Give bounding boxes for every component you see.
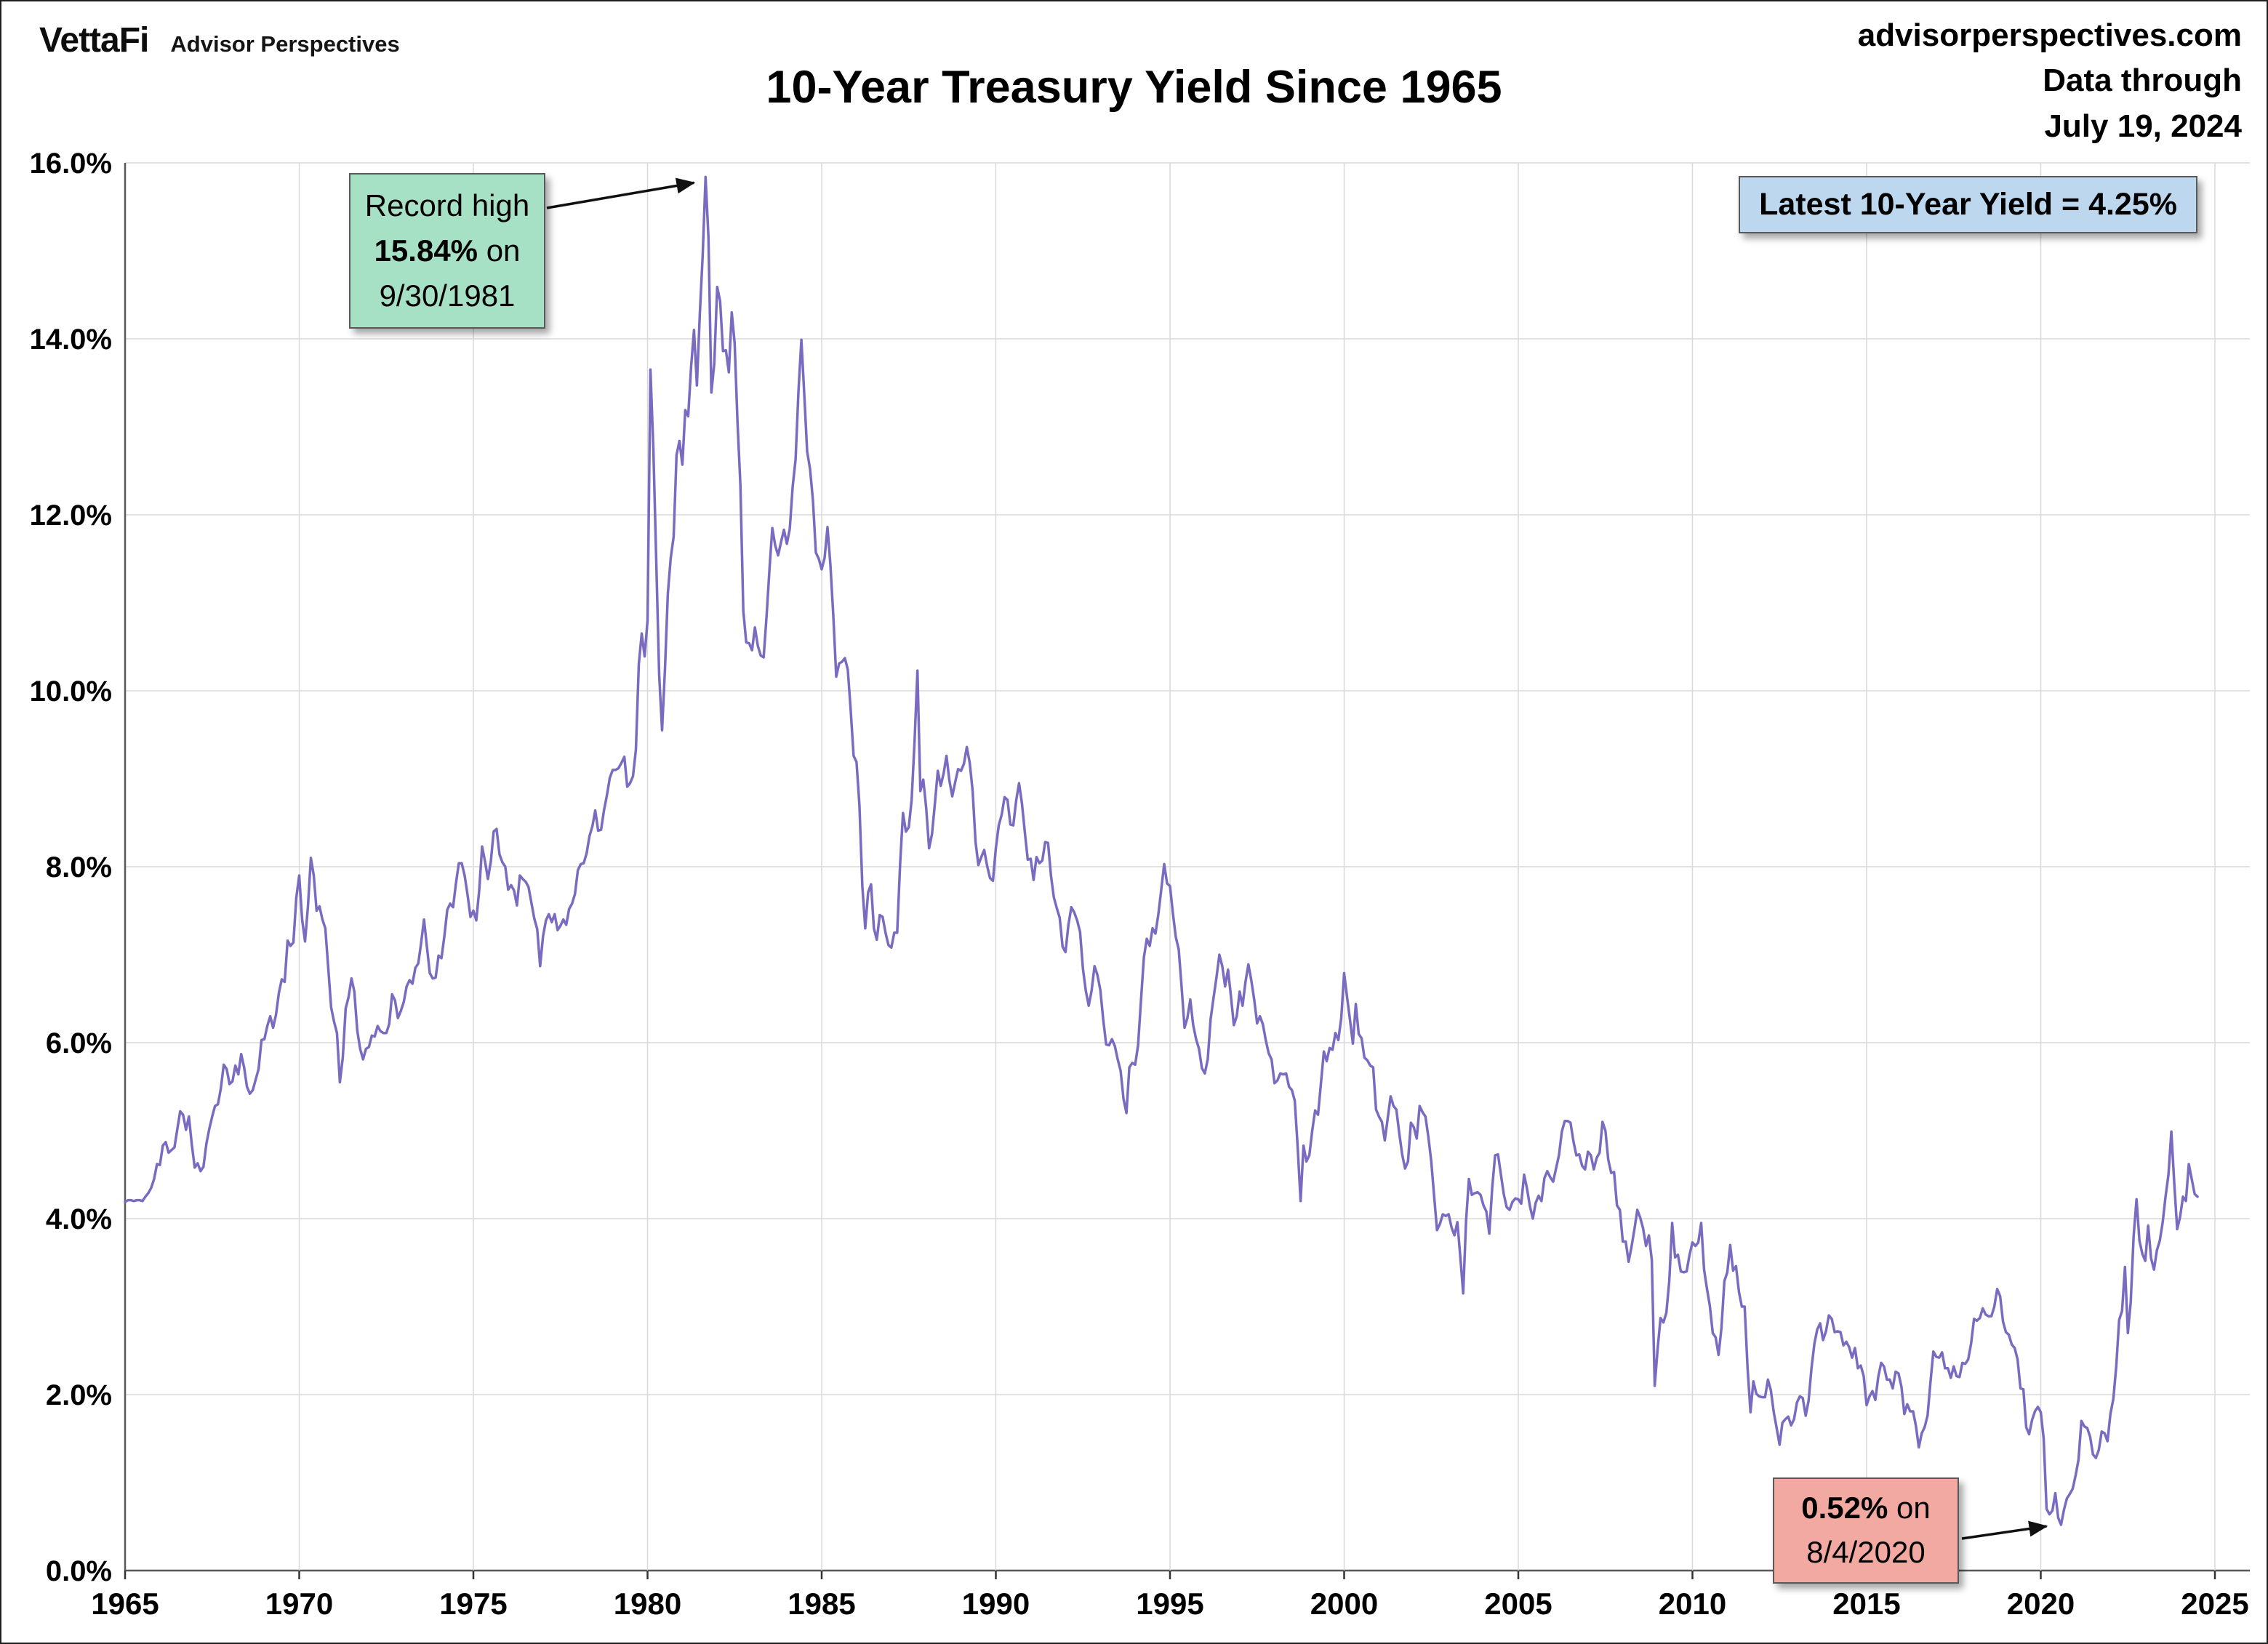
x-tick-label: 1995 bbox=[1136, 1587, 1203, 1621]
y-tick-label: 2.0% bbox=[46, 1379, 112, 1411]
record-low-date: 8/4/2020 bbox=[1806, 1534, 1926, 1569]
x-tick-label: 2015 bbox=[1832, 1587, 1900, 1621]
brand: VettaFi Advisor Perspectives bbox=[39, 20, 400, 60]
yield-line bbox=[124, 175, 2199, 1526]
y-tick-label: 4.0% bbox=[46, 1203, 112, 1235]
advisor-perspectives-label: Advisor Perspectives bbox=[170, 31, 400, 57]
x-tick-label: 1975 bbox=[439, 1587, 507, 1621]
x-tick-label: 2025 bbox=[2181, 1587, 2248, 1621]
record-high-value: 15.84% bbox=[374, 233, 478, 268]
x-tick-label: 2020 bbox=[2007, 1587, 2075, 1621]
y-tick-label: 10.0% bbox=[30, 675, 112, 707]
header-date: July 19, 2024 bbox=[2044, 108, 2242, 144]
y-tick-label: 14.0% bbox=[30, 324, 112, 356]
record-high-suffix: on bbox=[478, 233, 521, 268]
x-tick-label: 1965 bbox=[91, 1587, 159, 1621]
y-tick-label: 16.0% bbox=[30, 148, 112, 180]
y-tick-label: 6.0% bbox=[46, 1027, 112, 1059]
x-tick-label: 1970 bbox=[265, 1587, 333, 1621]
record-low-line1: 0.52% on bbox=[1779, 1486, 1953, 1531]
header-data-through: Data through bbox=[2043, 63, 2242, 99]
record-low-suffix: on bbox=[1888, 1491, 1931, 1525]
x-tick-label: 2010 bbox=[1659, 1587, 1726, 1621]
y-tick-label: 8.0% bbox=[46, 851, 112, 883]
page-title: 10-Year Treasury Yield Since 1965 bbox=[766, 62, 1502, 113]
x-tick-label: 1980 bbox=[614, 1587, 681, 1621]
header-right: advisorperspectives.com Data through Jul… bbox=[1858, 13, 2242, 149]
record-low-arrow bbox=[1961, 1520, 2048, 1540]
y-tick-label: 0.0% bbox=[46, 1555, 112, 1587]
record-high-callout: Record high 15.84% on 9/30/1981 bbox=[349, 173, 545, 329]
record-high-line1: Record high bbox=[364, 188, 530, 222]
y-tick-label: 12.0% bbox=[30, 500, 112, 532]
header-site: advisorperspectives.com bbox=[1857, 17, 2242, 53]
vettafi-logo: VettaFi bbox=[39, 21, 149, 60]
x-tick-label: 2000 bbox=[1310, 1587, 1378, 1621]
record-low-value: 0.52% bbox=[1801, 1491, 1888, 1525]
record-high-date: 9/30/1981 bbox=[379, 278, 516, 313]
x-tick-label: 2005 bbox=[1484, 1587, 1552, 1621]
x-tick-label: 1990 bbox=[962, 1587, 1030, 1621]
latest-yield-text: Latest 10-Year Yield = 4.25% bbox=[1759, 187, 2177, 222]
x-tick-label: 1985 bbox=[788, 1587, 855, 1621]
latest-yield-callout: Latest 10-Year Yield = 4.25% bbox=[1739, 176, 2197, 234]
record-high-arrow bbox=[546, 177, 696, 209]
record-low-callout: 0.52% on 8/4/2020 bbox=[1773, 1477, 1959, 1584]
record-high-line2: 15.84% on bbox=[355, 228, 540, 273]
